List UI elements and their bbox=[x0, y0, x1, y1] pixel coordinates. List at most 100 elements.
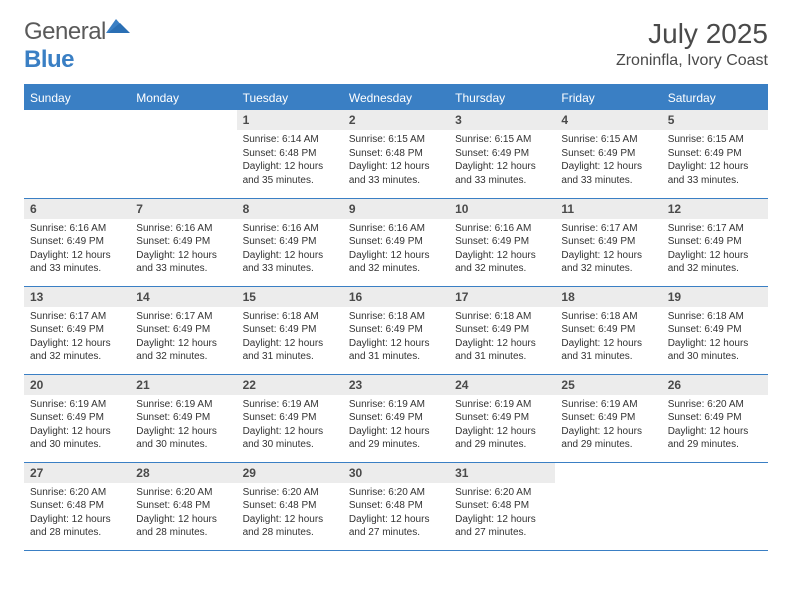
day-details: Sunrise: 6:14 AMSunset: 6:48 PMDaylight:… bbox=[237, 130, 343, 191]
calendar-cell: 31Sunrise: 6:20 AMSunset: 6:48 PMDayligh… bbox=[449, 462, 555, 550]
day-number: 5 bbox=[662, 110, 768, 130]
calendar-cell bbox=[130, 110, 236, 198]
day-number: 23 bbox=[343, 375, 449, 395]
day-number: 2 bbox=[343, 110, 449, 130]
calendar-cell: 21Sunrise: 6:19 AMSunset: 6:49 PMDayligh… bbox=[130, 374, 236, 462]
day-details: Sunrise: 6:15 AMSunset: 6:49 PMDaylight:… bbox=[449, 130, 555, 191]
day-details: Sunrise: 6:20 AMSunset: 6:48 PMDaylight:… bbox=[24, 483, 130, 544]
day-number: 12 bbox=[662, 199, 768, 219]
calendar-cell: 19Sunrise: 6:18 AMSunset: 6:49 PMDayligh… bbox=[662, 286, 768, 374]
logo: General Blue bbox=[24, 18, 130, 74]
calendar-cell: 13Sunrise: 6:17 AMSunset: 6:49 PMDayligh… bbox=[24, 286, 130, 374]
logo-text-blue: Blue bbox=[24, 46, 74, 73]
day-details: Sunrise: 6:15 AMSunset: 6:49 PMDaylight:… bbox=[555, 130, 661, 191]
calendar-row: 13Sunrise: 6:17 AMSunset: 6:49 PMDayligh… bbox=[24, 286, 768, 374]
weekday-sunday: Sunday bbox=[24, 85, 130, 110]
day-details: Sunrise: 6:15 AMSunset: 6:49 PMDaylight:… bbox=[662, 130, 768, 191]
day-details: Sunrise: 6:16 AMSunset: 6:49 PMDaylight:… bbox=[130, 219, 236, 280]
calendar-cell: 7Sunrise: 6:16 AMSunset: 6:49 PMDaylight… bbox=[130, 198, 236, 286]
location-label: Zroninfla, Ivory Coast bbox=[616, 52, 768, 70]
calendar-cell: 9Sunrise: 6:16 AMSunset: 6:49 PMDaylight… bbox=[343, 198, 449, 286]
day-details: Sunrise: 6:17 AMSunset: 6:49 PMDaylight:… bbox=[24, 307, 130, 368]
calendar-cell: 14Sunrise: 6:17 AMSunset: 6:49 PMDayligh… bbox=[130, 286, 236, 374]
day-details: Sunrise: 6:19 AMSunset: 6:49 PMDaylight:… bbox=[343, 395, 449, 456]
day-number: 29 bbox=[237, 463, 343, 483]
day-number: 1 bbox=[237, 110, 343, 130]
calendar-cell: 8Sunrise: 6:16 AMSunset: 6:49 PMDaylight… bbox=[237, 198, 343, 286]
calendar-cell: 28Sunrise: 6:20 AMSunset: 6:48 PMDayligh… bbox=[130, 462, 236, 550]
day-details: Sunrise: 6:18 AMSunset: 6:49 PMDaylight:… bbox=[237, 307, 343, 368]
day-number: 20 bbox=[24, 375, 130, 395]
weekday-friday: Friday bbox=[555, 85, 661, 110]
header: General Blue July 2025 Zroninfla, Ivory … bbox=[24, 18, 768, 74]
day-details: Sunrise: 6:20 AMSunset: 6:48 PMDaylight:… bbox=[130, 483, 236, 544]
day-number: 27 bbox=[24, 463, 130, 483]
month-title: July 2025 bbox=[616, 18, 768, 50]
day-details: Sunrise: 6:20 AMSunset: 6:48 PMDaylight:… bbox=[343, 483, 449, 544]
calendar-cell: 18Sunrise: 6:18 AMSunset: 6:49 PMDayligh… bbox=[555, 286, 661, 374]
calendar-cell: 10Sunrise: 6:16 AMSunset: 6:49 PMDayligh… bbox=[449, 198, 555, 286]
day-number: 10 bbox=[449, 199, 555, 219]
weekday-saturday: Saturday bbox=[662, 85, 768, 110]
calendar-cell: 24Sunrise: 6:19 AMSunset: 6:49 PMDayligh… bbox=[449, 374, 555, 462]
calendar-cell: 15Sunrise: 6:18 AMSunset: 6:49 PMDayligh… bbox=[237, 286, 343, 374]
day-number: 19 bbox=[662, 287, 768, 307]
calendar-cell: 16Sunrise: 6:18 AMSunset: 6:49 PMDayligh… bbox=[343, 286, 449, 374]
calendar-cell: 23Sunrise: 6:19 AMSunset: 6:49 PMDayligh… bbox=[343, 374, 449, 462]
weekday-row: SundayMondayTuesdayWednesdayThursdayFrid… bbox=[24, 85, 768, 110]
day-number: 13 bbox=[24, 287, 130, 307]
calendar-row: 6Sunrise: 6:16 AMSunset: 6:49 PMDaylight… bbox=[24, 198, 768, 286]
day-number: 9 bbox=[343, 199, 449, 219]
day-details: Sunrise: 6:20 AMSunset: 6:48 PMDaylight:… bbox=[237, 483, 343, 544]
day-details: Sunrise: 6:17 AMSunset: 6:49 PMDaylight:… bbox=[662, 219, 768, 280]
day-number: 22 bbox=[237, 375, 343, 395]
title-block: July 2025 Zroninfla, Ivory Coast bbox=[616, 18, 768, 70]
day-details: Sunrise: 6:15 AMSunset: 6:48 PMDaylight:… bbox=[343, 130, 449, 191]
calendar-row: 27Sunrise: 6:20 AMSunset: 6:48 PMDayligh… bbox=[24, 462, 768, 550]
day-details: Sunrise: 6:17 AMSunset: 6:49 PMDaylight:… bbox=[555, 219, 661, 280]
calendar-cell: 17Sunrise: 6:18 AMSunset: 6:49 PMDayligh… bbox=[449, 286, 555, 374]
day-details: Sunrise: 6:18 AMSunset: 6:49 PMDaylight:… bbox=[662, 307, 768, 368]
weekday-wednesday: Wednesday bbox=[343, 85, 449, 110]
calendar-cell: 1Sunrise: 6:14 AMSunset: 6:48 PMDaylight… bbox=[237, 110, 343, 198]
weekday-monday: Monday bbox=[130, 85, 236, 110]
day-details: Sunrise: 6:19 AMSunset: 6:49 PMDaylight:… bbox=[449, 395, 555, 456]
calendar-cell: 11Sunrise: 6:17 AMSunset: 6:49 PMDayligh… bbox=[555, 198, 661, 286]
day-details: Sunrise: 6:18 AMSunset: 6:49 PMDaylight:… bbox=[343, 307, 449, 368]
day-details: Sunrise: 6:19 AMSunset: 6:49 PMDaylight:… bbox=[130, 395, 236, 456]
day-number: 4 bbox=[555, 110, 661, 130]
day-number: 7 bbox=[130, 199, 236, 219]
day-details: Sunrise: 6:16 AMSunset: 6:49 PMDaylight:… bbox=[237, 219, 343, 280]
calendar-cell: 5Sunrise: 6:15 AMSunset: 6:49 PMDaylight… bbox=[662, 110, 768, 198]
calendar-row: 1Sunrise: 6:14 AMSunset: 6:48 PMDaylight… bbox=[24, 110, 768, 198]
day-details: Sunrise: 6:17 AMSunset: 6:49 PMDaylight:… bbox=[130, 307, 236, 368]
calendar-cell: 29Sunrise: 6:20 AMSunset: 6:48 PMDayligh… bbox=[237, 462, 343, 550]
calendar-cell: 27Sunrise: 6:20 AMSunset: 6:48 PMDayligh… bbox=[24, 462, 130, 550]
day-number: 14 bbox=[130, 287, 236, 307]
day-number: 18 bbox=[555, 287, 661, 307]
calendar-cell: 12Sunrise: 6:17 AMSunset: 6:49 PMDayligh… bbox=[662, 198, 768, 286]
calendar-head: SundayMondayTuesdayWednesdayThursdayFrid… bbox=[24, 85, 768, 110]
logo-text-general: General bbox=[24, 18, 106, 45]
calendar-table: SundayMondayTuesdayWednesdayThursdayFrid… bbox=[24, 84, 768, 551]
calendar-cell: 6Sunrise: 6:16 AMSunset: 6:49 PMDaylight… bbox=[24, 198, 130, 286]
day-details: Sunrise: 6:18 AMSunset: 6:49 PMDaylight:… bbox=[555, 307, 661, 368]
day-number: 25 bbox=[555, 375, 661, 395]
calendar-cell: 25Sunrise: 6:19 AMSunset: 6:49 PMDayligh… bbox=[555, 374, 661, 462]
calendar-cell: 22Sunrise: 6:19 AMSunset: 6:49 PMDayligh… bbox=[237, 374, 343, 462]
day-details: Sunrise: 6:19 AMSunset: 6:49 PMDaylight:… bbox=[237, 395, 343, 456]
day-details: Sunrise: 6:16 AMSunset: 6:49 PMDaylight:… bbox=[24, 219, 130, 280]
day-number: 21 bbox=[130, 375, 236, 395]
calendar-cell: 3Sunrise: 6:15 AMSunset: 6:49 PMDaylight… bbox=[449, 110, 555, 198]
day-number: 24 bbox=[449, 375, 555, 395]
day-number: 17 bbox=[449, 287, 555, 307]
day-number: 8 bbox=[237, 199, 343, 219]
day-number: 16 bbox=[343, 287, 449, 307]
flag-icon bbox=[106, 15, 130, 35]
day-details: Sunrise: 6:20 AMSunset: 6:49 PMDaylight:… bbox=[662, 395, 768, 456]
day-number: 30 bbox=[343, 463, 449, 483]
calendar-cell: 20Sunrise: 6:19 AMSunset: 6:49 PMDayligh… bbox=[24, 374, 130, 462]
day-details: Sunrise: 6:20 AMSunset: 6:48 PMDaylight:… bbox=[449, 483, 555, 544]
weekday-tuesday: Tuesday bbox=[237, 85, 343, 110]
day-number: 28 bbox=[130, 463, 236, 483]
